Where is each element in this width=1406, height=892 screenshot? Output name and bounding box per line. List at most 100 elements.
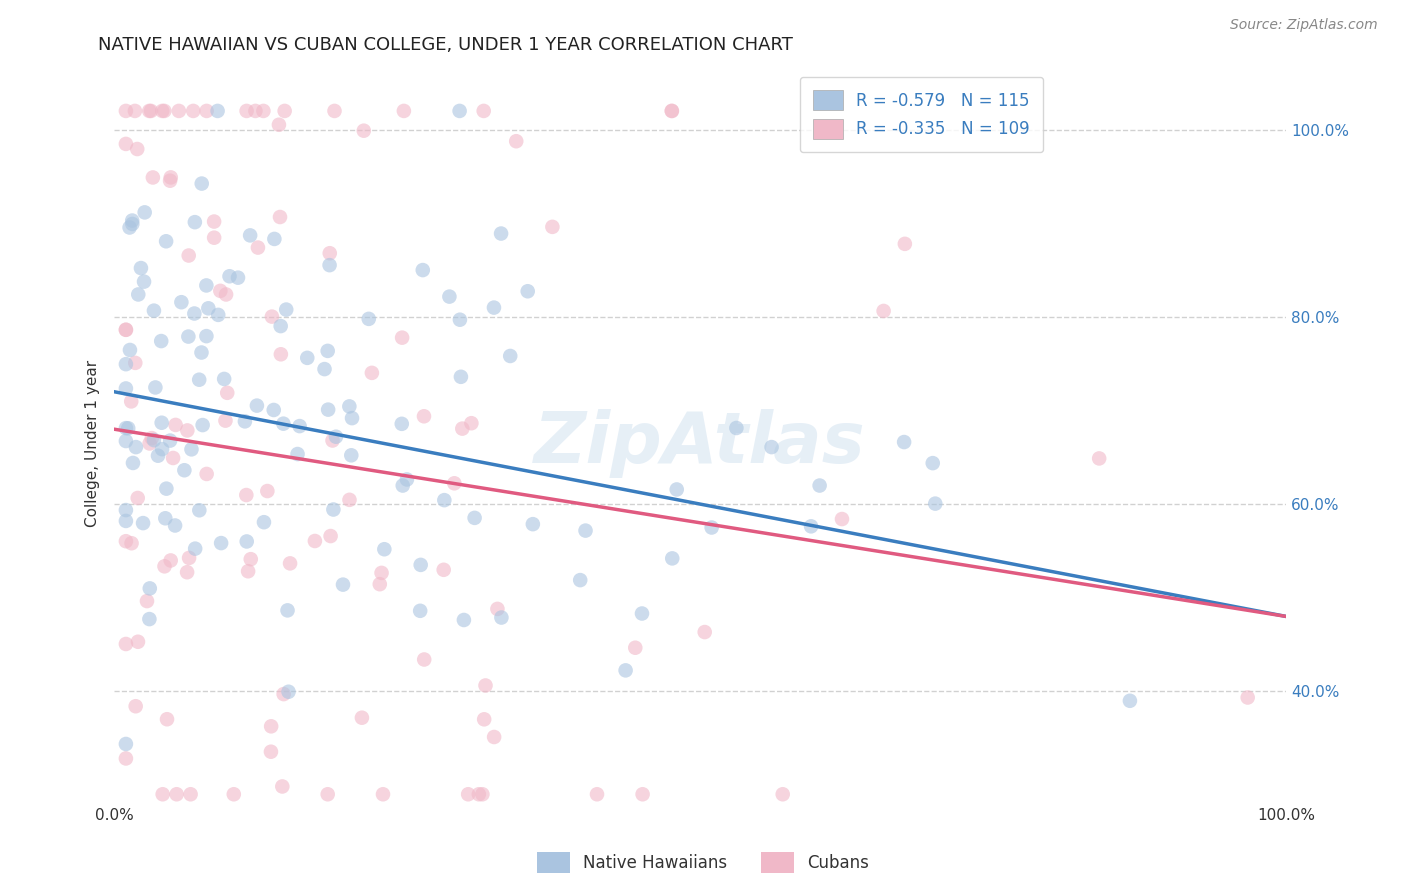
Point bbox=[195, 329, 218, 343]
Point bbox=[271, 780, 294, 794]
Text: NATIVE HAWAIIAN VS CUBAN COLLEGE, UNDER 1 YEAR CORRELATION CHART: NATIVE HAWAIIAN VS CUBAN COLLEGE, UNDER … bbox=[98, 36, 793, 54]
Point bbox=[245, 103, 267, 118]
Point bbox=[132, 275, 155, 289]
Point bbox=[212, 372, 235, 386]
Point bbox=[132, 516, 155, 530]
Point bbox=[214, 414, 236, 428]
Point bbox=[115, 323, 138, 337]
Point bbox=[256, 483, 278, 498]
Point bbox=[115, 503, 138, 517]
Y-axis label: College, Under 1 year: College, Under 1 year bbox=[86, 359, 100, 527]
Point bbox=[260, 745, 283, 759]
Point bbox=[661, 103, 683, 118]
Point bbox=[176, 566, 198, 580]
Point bbox=[772, 787, 794, 801]
Point bbox=[162, 450, 184, 465]
Point bbox=[127, 491, 149, 505]
Point bbox=[118, 220, 141, 235]
Point bbox=[831, 512, 853, 526]
Point bbox=[159, 170, 181, 185]
Point bbox=[439, 290, 461, 304]
Point bbox=[392, 103, 415, 118]
Point bbox=[150, 334, 173, 348]
Point bbox=[190, 345, 212, 359]
Point bbox=[288, 419, 311, 434]
Point bbox=[661, 551, 683, 566]
Point bbox=[337, 400, 360, 414]
Point bbox=[124, 356, 146, 370]
Point bbox=[222, 787, 245, 801]
Point bbox=[150, 103, 173, 118]
Point bbox=[166, 787, 188, 801]
Point bbox=[177, 550, 200, 565]
Point bbox=[263, 232, 285, 246]
Point bbox=[138, 103, 160, 118]
Point bbox=[278, 557, 301, 571]
Point bbox=[124, 103, 146, 118]
Point bbox=[235, 103, 257, 118]
Point bbox=[246, 241, 269, 255]
Point bbox=[368, 577, 391, 591]
Legend: R = -0.579   N = 115, R = -0.335   N = 109: R = -0.579 N = 115, R = -0.335 N = 109 bbox=[800, 77, 1043, 153]
Point bbox=[233, 414, 256, 428]
Point bbox=[322, 502, 344, 516]
Point bbox=[184, 541, 207, 556]
Point bbox=[202, 230, 225, 244]
Point bbox=[409, 604, 432, 618]
Point bbox=[246, 399, 269, 413]
Point bbox=[468, 787, 491, 801]
Point bbox=[457, 787, 479, 801]
Point bbox=[121, 536, 143, 550]
Point bbox=[170, 295, 193, 310]
Point bbox=[624, 640, 647, 655]
Point bbox=[165, 417, 187, 432]
Point bbox=[209, 536, 232, 550]
Point bbox=[165, 518, 187, 533]
Point bbox=[273, 103, 295, 118]
Point bbox=[277, 684, 299, 698]
Point bbox=[474, 678, 496, 692]
Point bbox=[872, 304, 894, 318]
Point bbox=[665, 483, 688, 497]
Point bbox=[541, 219, 564, 234]
Point bbox=[482, 730, 505, 744]
Point bbox=[451, 422, 474, 436]
Point bbox=[209, 284, 232, 298]
Point bbox=[134, 205, 156, 219]
Point bbox=[297, 351, 319, 365]
Point bbox=[304, 533, 326, 548]
Point bbox=[472, 103, 495, 118]
Point bbox=[471, 787, 494, 801]
Point bbox=[115, 136, 138, 151]
Point bbox=[1088, 451, 1111, 466]
Point bbox=[260, 719, 283, 733]
Point bbox=[260, 310, 283, 324]
Point bbox=[924, 497, 946, 511]
Point bbox=[482, 301, 505, 315]
Point bbox=[155, 482, 177, 496]
Point bbox=[181, 103, 204, 118]
Point bbox=[614, 664, 637, 678]
Point bbox=[339, 492, 361, 507]
Point bbox=[152, 787, 174, 801]
Text: Source: ZipAtlas.com: Source: ZipAtlas.com bbox=[1230, 18, 1378, 32]
Point bbox=[486, 602, 509, 616]
Point bbox=[443, 476, 465, 491]
Text: ZipAtlas: ZipAtlas bbox=[534, 409, 866, 478]
Point bbox=[190, 177, 212, 191]
Point bbox=[277, 603, 299, 617]
Point bbox=[316, 402, 339, 417]
Point bbox=[1236, 690, 1258, 705]
Point bbox=[121, 217, 143, 231]
Point bbox=[159, 434, 181, 448]
Point bbox=[188, 373, 211, 387]
Point bbox=[370, 566, 392, 580]
Point bbox=[115, 534, 138, 549]
Point bbox=[569, 573, 592, 587]
Point bbox=[269, 210, 291, 224]
Point bbox=[155, 511, 177, 525]
Point bbox=[156, 712, 179, 726]
Point bbox=[121, 213, 143, 227]
Point bbox=[115, 514, 138, 528]
Point bbox=[391, 478, 413, 492]
